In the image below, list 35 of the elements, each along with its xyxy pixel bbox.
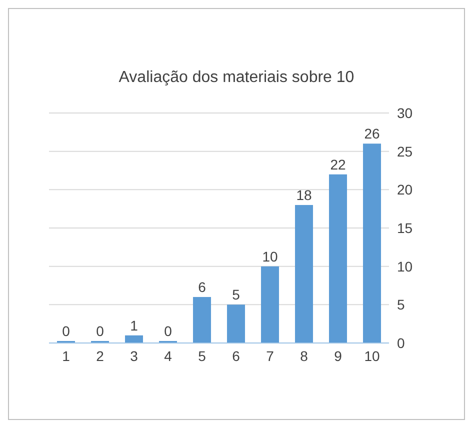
data-label: 10 [262,248,278,264]
data-label: 6 [198,279,206,295]
x-tick-label: 8 [300,348,308,364]
bar [261,266,279,343]
x-tick-label: 1 [62,348,70,364]
y-tick-label: 10 [397,258,413,274]
y-tick-label: 25 [397,143,413,160]
x-tick-label: 5 [198,348,206,364]
bar [227,304,245,343]
y-tick-label: 20 [397,182,413,198]
bar [329,174,347,343]
y-tick-label: 0 [397,334,405,351]
data-label: 1 [130,317,138,334]
data-label: 0 [164,323,172,339]
y-tick-label: 5 [397,296,405,313]
x-tick-label: 3 [130,348,138,364]
data-label: 18 [296,187,312,203]
bar [295,205,313,343]
bar [125,335,143,343]
data-label: 22 [330,156,346,172]
data-label: 0 [96,323,104,339]
y-tick-label: 15 [397,220,413,236]
x-tick-label: 4 [164,348,172,364]
data-label: 26 [364,126,380,142]
chart-title: Avaliação dos materiais sobre 10 [118,69,356,88]
y-tick-label: 30 [397,104,413,121]
x-tick-label: 7 [266,348,274,364]
x-tick-label: 2 [96,348,104,364]
data-label: 5 [232,286,240,303]
bar [193,297,211,343]
bar [363,144,381,343]
x-tick-label: 10 [364,348,380,364]
x-tick-label: 6 [232,348,240,364]
x-tick-label: 9 [334,348,342,364]
data-label: 0 [62,323,70,339]
